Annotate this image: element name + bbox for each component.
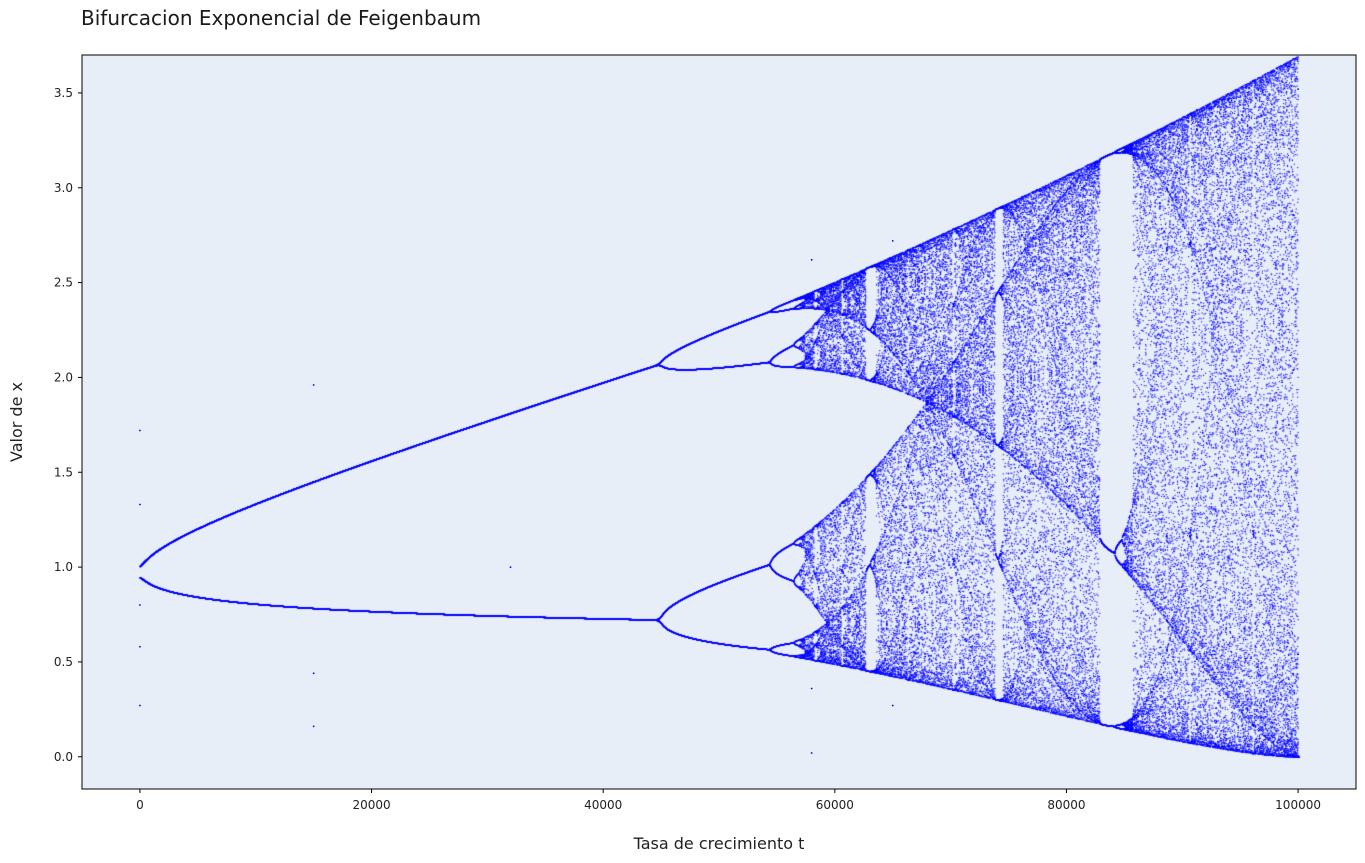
data-point xyxy=(312,725,315,728)
data-point xyxy=(1297,755,1299,758)
data-point xyxy=(312,672,315,675)
y-axis: 0.0 0.5 1.0 1.5 2.0 2.5 3.0 3.5 xyxy=(54,86,82,764)
data-point xyxy=(810,258,813,261)
data-point xyxy=(139,503,141,506)
x-tick-label: 0 xyxy=(136,798,144,812)
y-tick-label: 1.0 xyxy=(54,560,73,574)
data-point xyxy=(810,752,813,754)
x-axis: 0 20000 40000 60000 80000 100000 xyxy=(136,789,1321,812)
y-tick-label: 0.0 xyxy=(54,750,73,764)
y-tick-label: 1.5 xyxy=(54,465,73,479)
data-point xyxy=(1297,88,1299,91)
scatter-points xyxy=(82,55,1356,789)
y-axis-label: Valor de x xyxy=(7,382,26,462)
x-tick-label: 60000 xyxy=(816,798,854,812)
data-point xyxy=(312,480,315,483)
scatter-density xyxy=(82,55,1356,789)
data-point xyxy=(1297,653,1299,656)
x-tick-label: 100000 xyxy=(1275,798,1321,812)
data-point xyxy=(312,384,315,386)
x-tick-label: 40000 xyxy=(584,798,622,812)
y-tick-label: 2.5 xyxy=(54,276,73,290)
y-tick-label: 0.5 xyxy=(54,655,73,669)
data-point xyxy=(139,429,141,432)
data-point xyxy=(509,566,512,568)
data-point xyxy=(139,704,141,707)
data-point xyxy=(139,604,141,606)
data-point xyxy=(139,645,141,648)
x-tick-label: 80000 xyxy=(1047,798,1085,812)
data-point xyxy=(891,704,894,707)
y-tick-label: 2.0 xyxy=(54,370,73,384)
x-tick-label: 20000 xyxy=(352,798,390,812)
x-axis-label: Tasa de crecimiento t xyxy=(633,834,805,853)
data-point xyxy=(891,239,894,242)
y-tick-label: 3.0 xyxy=(54,181,73,195)
data-point xyxy=(810,687,813,690)
chart-title: Bifurcacion Exponencial de Feigenbaum xyxy=(81,6,482,30)
y-tick-label: 3.5 xyxy=(54,86,73,100)
plot-frame xyxy=(81,54,1357,790)
